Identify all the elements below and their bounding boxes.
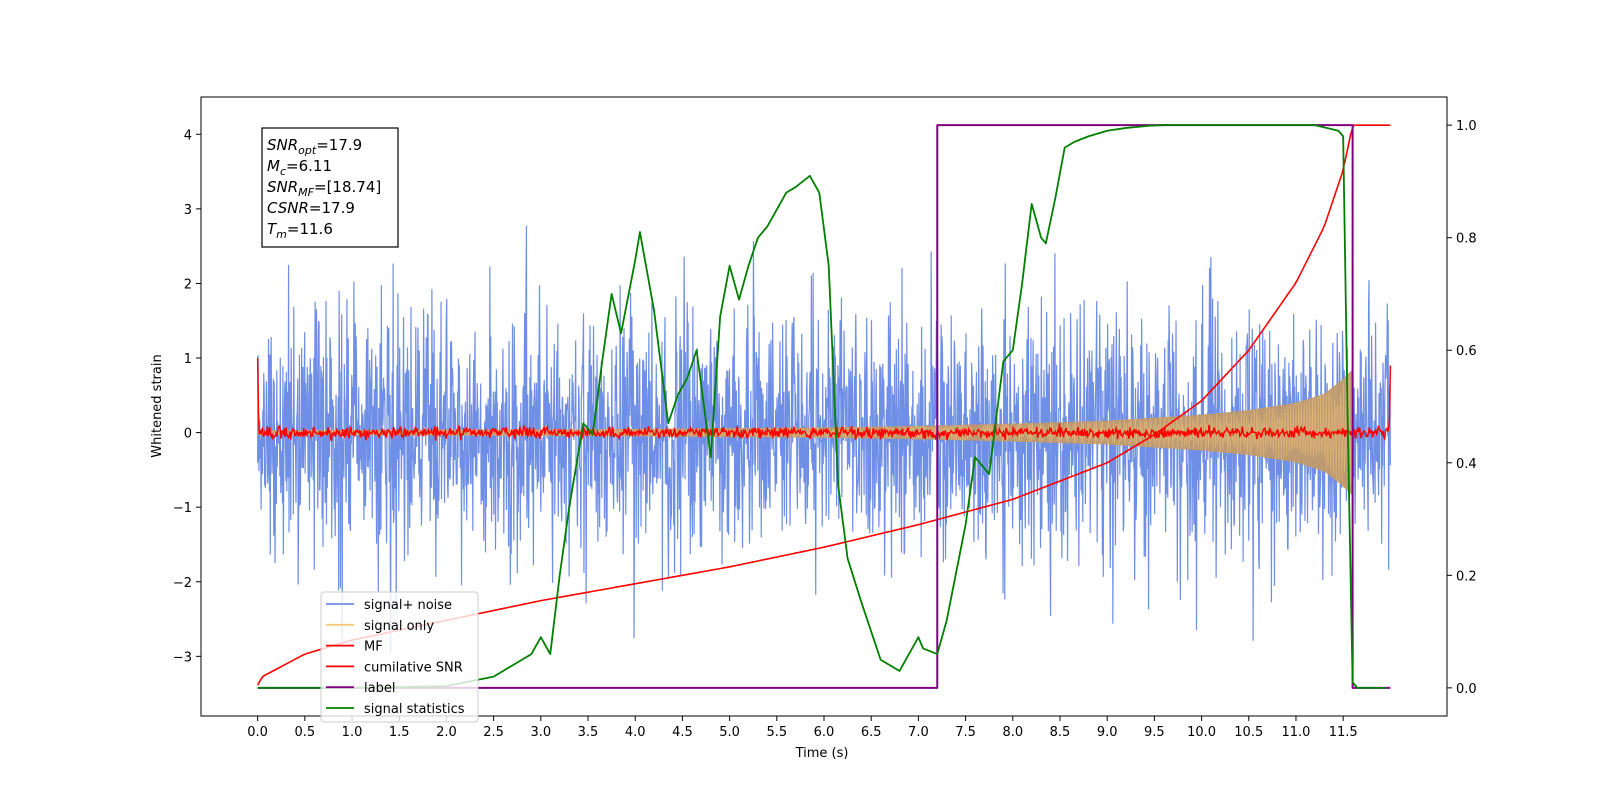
legend-entry-label: signal+ noise [364,598,452,613]
x-axis: 0.0 0.5 1.0 1.5 2.0 2.5 3.0 3.5 4.0 4.5 5.0 5.5 6.0 6… [247,716,1358,740]
x-tick-label: 10.0 [1187,725,1216,740]
legend-entry-label: cumilative SNR [364,660,463,675]
y-tick-label: 4 [184,128,192,143]
y-tick-label: −1 [173,501,192,516]
x-tick-label: 5.5 [766,725,787,740]
annotation-line: SNRopt=17.9 [267,136,362,157]
x-tick-label: 0.5 [294,725,315,740]
x-axis-label: Time (s) [795,746,849,761]
annotation-value: =17.9 [309,199,355,217]
annotation-line: Tm=11.6 [267,220,333,241]
y-tick-label: 1 [184,352,192,367]
annotation-symbol: SNR [267,178,298,196]
annotation-subscript: m [276,228,287,241]
annotation-subscript: MF [298,186,314,199]
x-tick-label: 1.0 [342,725,363,740]
legend-entry-label: label [364,681,395,696]
annotation-line: CSNR=17.9 [267,199,355,217]
x-tick-label: 8.5 [1050,725,1071,740]
annotation-symbol: M [267,157,280,175]
annotation-value: =6.11 [286,157,332,175]
x-tick-label: 4.0 [625,725,646,740]
x-tick-label: 10.5 [1234,725,1263,740]
series-mf-line [256,358,1392,442]
legend-entry-label: signal statistics [364,702,465,717]
x-tick-label: 11.0 [1281,725,1310,740]
y2-tick-label: 0.6 [1456,344,1477,359]
x-tick-label: 2.0 [436,725,457,740]
x-tick-label: 9.5 [1144,725,1165,740]
y-tick-label: 0 [184,427,192,442]
annotation-subscript: c [280,165,286,178]
x-tick-label: 5.0 [719,725,740,740]
y2-tick-label: 0.0 [1456,682,1477,697]
y2-tick-label: 0.4 [1456,457,1477,472]
x-tick-label: 11.5 [1329,725,1358,740]
series-signal-statistics-line [257,124,1386,689]
x-tick-label: 9.0 [1097,725,1118,740]
annotation-value: =11.6 [287,220,333,238]
x-tick-label: 0.0 [247,725,268,740]
x-tick-label: 3.5 [578,725,599,740]
x-tick-label: 7.0 [908,725,929,740]
annotation-symbol: T [267,220,278,238]
x-tick-label: 2.5 [483,725,504,740]
x-tick-label: 6.5 [861,725,882,740]
y2-tick-label: 1.0 [1456,119,1477,134]
y-tick-label: −2 [173,576,192,591]
annotation-value: =[18.74] [314,178,381,196]
x-tick-label: 3.0 [530,725,551,740]
annotation-symbol: CSNR [267,199,309,217]
annotation-line: SNRMF=[18.74] [267,178,381,199]
y-axis-label: Whitened strain [150,354,165,457]
y-tick-label: 2 [184,277,192,292]
annotation-value: =17.9 [316,136,362,154]
stats-annotation-box: SNRopt=17.9Mc=6.11SNRMF=[18.74]CSNR=17.9… [261,127,399,248]
x-tick-label: 8.0 [1002,725,1023,740]
y-tick-label: 3 [184,203,192,218]
annotation-frame [261,127,399,248]
x-tick-label: 6.0 [814,725,835,740]
y-axis-left: −3 −2 −1 0 1 2 3 4 [173,128,201,665]
legend-entry-label: signal only [364,619,434,634]
legend-entry-label: MF [364,640,383,655]
annotation-symbol: SNR [267,136,298,154]
y2-tick-label: 0.8 [1456,232,1477,247]
x-tick-label: 7.5 [955,725,976,740]
y-tick-label: −3 [173,650,192,665]
legend-frame [320,591,479,723]
y-axis-right: 0.0 0.2 0.4 0.6 0.8 1.0 [1447,119,1477,697]
x-tick-label: 4.5 [672,725,693,740]
legend: signal+ noise signal only MF cumilative SNR… [320,591,479,723]
annotation-line: Mc=6.11 [267,157,332,178]
x-tick-label: 1.5 [389,725,410,740]
y2-tick-label: 0.2 [1456,569,1477,584]
annotation-subscript: opt [298,144,317,157]
